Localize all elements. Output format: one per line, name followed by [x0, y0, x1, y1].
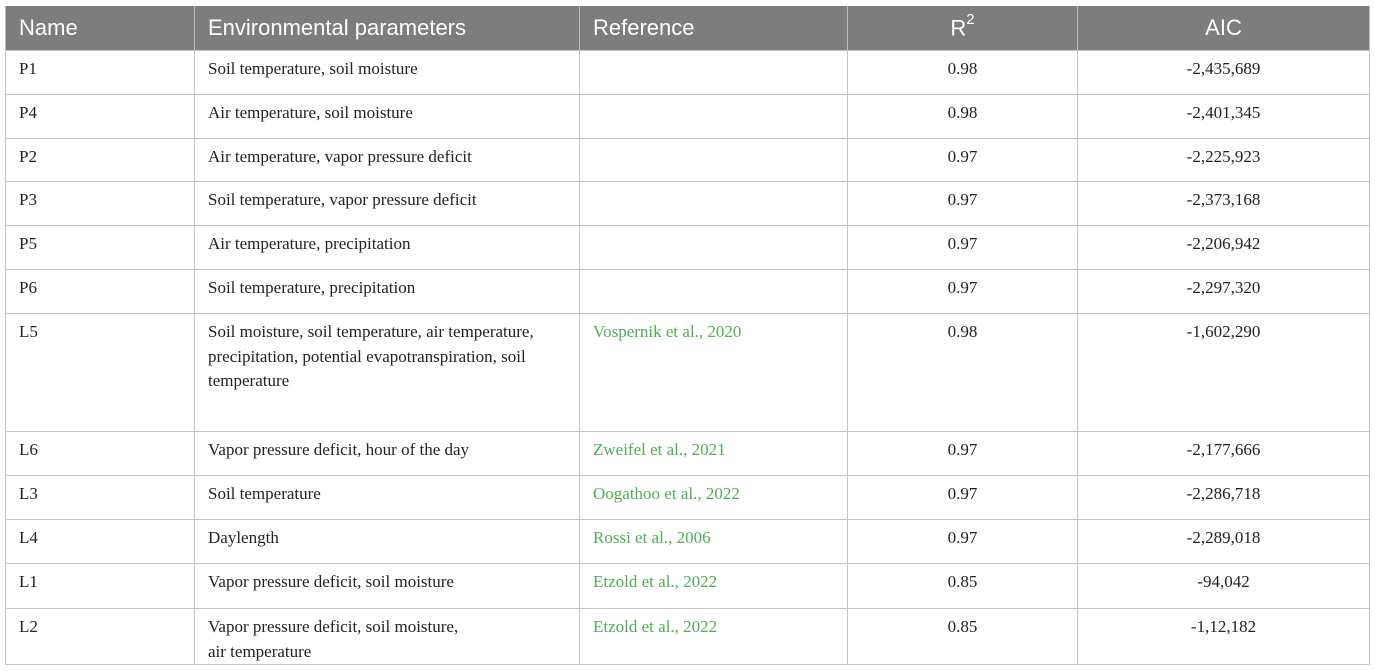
- cell-r2: 0.97: [847, 475, 1078, 520]
- cell-r2: 0.97: [847, 519, 1078, 564]
- cell-environmental-parameters: Soil temperature, soil moisture: [194, 50, 580, 95]
- cell-reference: [579, 138, 848, 182]
- header-name: Name: [5, 6, 195, 51]
- cell-environmental-parameters: Daylength: [194, 519, 580, 564]
- cell-environmental-parameters: Soil moisture, soil temperature, air tem…: [194, 313, 580, 432]
- env-line: Daylength: [208, 528, 279, 547]
- cell-reference: [579, 225, 848, 270]
- cell-reference[interactable]: Rossi et al., 2006: [579, 519, 848, 564]
- cell-environmental-parameters: Vapor pressure deficit, soil moisture, ai…: [194, 608, 580, 665]
- env-line: Air temperature, vapor pressure deficit: [208, 147, 472, 166]
- cell-aic: -1,602,290: [1077, 313, 1370, 432]
- cell-name: P2: [5, 138, 195, 182]
- header-row: Name Environmental parameters Reference …: [5, 6, 1370, 51]
- cell-name: L1: [5, 563, 195, 609]
- cell-r2: 0.97: [847, 138, 1078, 182]
- table-row: L1 Vapor pressure deficit, soil moisture E…: [5, 563, 1370, 609]
- table-row: P3 Soil temperature, vapor pressure defic…: [5, 181, 1370, 226]
- cell-reference: [579, 181, 848, 226]
- cell-reference[interactable]: Vospernik et al., 2020: [579, 313, 848, 432]
- data-table: Name Environmental parameters Reference …: [5, 6, 1370, 665]
- cell-environmental-parameters: Soil temperature, vapor pressure deficit: [194, 181, 580, 226]
- env-line: Vapor pressure deficit, soil moisture,: [208, 617, 459, 636]
- table-row: P5 Air temperature, precipitation 0.97 -2,2…: [5, 225, 1370, 270]
- cell-name: L4: [5, 519, 195, 564]
- cell-r2: 0.98: [847, 94, 1078, 139]
- cell-aic: -2,435,689: [1077, 50, 1370, 95]
- env-line: Soil temperature, soil moisture: [208, 59, 418, 78]
- cell-aic: -2,297,320: [1077, 269, 1370, 314]
- cell-reference[interactable]: Etzold et al., 2022: [579, 563, 848, 609]
- cell-environmental-parameters: Soil temperature: [194, 475, 580, 520]
- header-aic: AIC: [1077, 6, 1370, 51]
- cell-reference: [579, 269, 848, 314]
- table-row: P4 Air temperature, soil moisture 0.98 -2,4…: [5, 94, 1370, 139]
- cell-aic: -1,12,182: [1077, 608, 1370, 665]
- header-r2-base: R: [950, 15, 967, 41]
- env-line: Air temperature, precipitation: [208, 234, 411, 253]
- env-line: precipitation, potential evapotranspirat…: [208, 346, 526, 391]
- env-line: Vapor pressure deficit, hour of the day: [208, 440, 470, 459]
- cell-aic: -2,225,923: [1077, 138, 1370, 182]
- table-row: L4 Daylength Rossi et al., 2006 0.97 -2,289,…: [5, 519, 1370, 564]
- cell-reference: [579, 94, 848, 139]
- cell-r2: 0.97: [847, 181, 1078, 226]
- cell-reference[interactable]: Etzold et al., 2022: [579, 608, 848, 665]
- table-body: P1 Soil temperature, soil moisture 0.98 -2,…: [5, 50, 1370, 665]
- cell-name: L5: [5, 313, 195, 432]
- cell-environmental-parameters: Air temperature, vapor pressure deficit: [194, 138, 580, 182]
- env-line: Air temperature, soil moisture: [208, 103, 413, 122]
- cell-aic: -2,286,718: [1077, 475, 1370, 520]
- cell-name: P6: [5, 269, 195, 314]
- cell-name: L2: [5, 608, 195, 665]
- cell-name: P1: [5, 50, 195, 95]
- env-line: Soil temperature, precipitation: [208, 278, 416, 297]
- cell-name: P4: [5, 94, 195, 139]
- cell-r2: 0.97: [847, 225, 1078, 270]
- cell-r2: 0.97: [847, 269, 1078, 314]
- table-row: P6 Soil temperature, precipitation 0.97 -2,…: [5, 269, 1370, 314]
- header-reference: Reference: [579, 6, 848, 51]
- cell-environmental-parameters: Air temperature, soil moisture: [194, 94, 580, 139]
- table-row: P2 Air temperature, vapor pressure defici…: [5, 138, 1370, 182]
- cell-environmental-parameters: Vapor pressure deficit, soil moisture: [194, 563, 580, 609]
- env-line: Vapor pressure deficit, soil moisture: [208, 572, 454, 591]
- cell-aic: -94,042: [1077, 563, 1370, 609]
- table-header: Name Environmental parameters Reference …: [5, 6, 1370, 51]
- table-row: L5 Soil moisture, soil temperature, air t…: [5, 313, 1370, 432]
- cell-name: L3: [5, 475, 195, 520]
- cell-r2: 0.98: [847, 313, 1078, 432]
- cell-environmental-parameters: Vapor pressure deficit, hour of the day: [194, 431, 580, 476]
- cell-environmental-parameters: Air temperature, precipitation: [194, 225, 580, 270]
- env-line: Soil temperature: [208, 484, 321, 503]
- cell-r2: 0.98: [847, 50, 1078, 95]
- header-r2-superscript: 2: [966, 11, 975, 29]
- cell-reference[interactable]: Oogathoo et al., 2022: [579, 475, 848, 520]
- cell-aic: -2,206,942: [1077, 225, 1370, 270]
- cell-aic: -2,289,018: [1077, 519, 1370, 564]
- cell-environmental-parameters: Soil temperature, precipitation: [194, 269, 580, 314]
- env-line: Soil moisture, soil temperature, air tem…: [208, 322, 534, 341]
- table-row: L3 Soil temperature Oogathoo et al., 2022 0…: [5, 475, 1370, 520]
- cell-aic: -2,401,345: [1077, 94, 1370, 139]
- env-line: Soil temperature, vapor pressure deficit: [208, 190, 477, 209]
- cell-r2: 0.97: [847, 431, 1078, 476]
- cell-r2: 0.85: [847, 563, 1078, 609]
- cell-reference[interactable]: Zweifel et al., 2021: [579, 431, 848, 476]
- cell-name: L6: [5, 431, 195, 476]
- cell-aic: -2,373,168: [1077, 181, 1370, 226]
- table-row: L2 Vapor pressure deficit, soil moisture,…: [5, 608, 1370, 665]
- table-row: P1 Soil temperature, soil moisture 0.98 -2,…: [5, 50, 1370, 95]
- cell-r2: 0.85: [847, 608, 1078, 665]
- cell-name: P5: [5, 225, 195, 270]
- cell-name: P3: [5, 181, 195, 226]
- cell-reference: [579, 50, 848, 95]
- table-row: L6 Vapor pressure deficit, hour of the da…: [5, 431, 1370, 476]
- cell-aic: -2,177,666: [1077, 431, 1370, 476]
- header-r2: R2: [847, 6, 1078, 51]
- header-environmental-parameters: Environmental parameters: [194, 6, 580, 51]
- env-line: air temperature: [208, 641, 312, 661]
